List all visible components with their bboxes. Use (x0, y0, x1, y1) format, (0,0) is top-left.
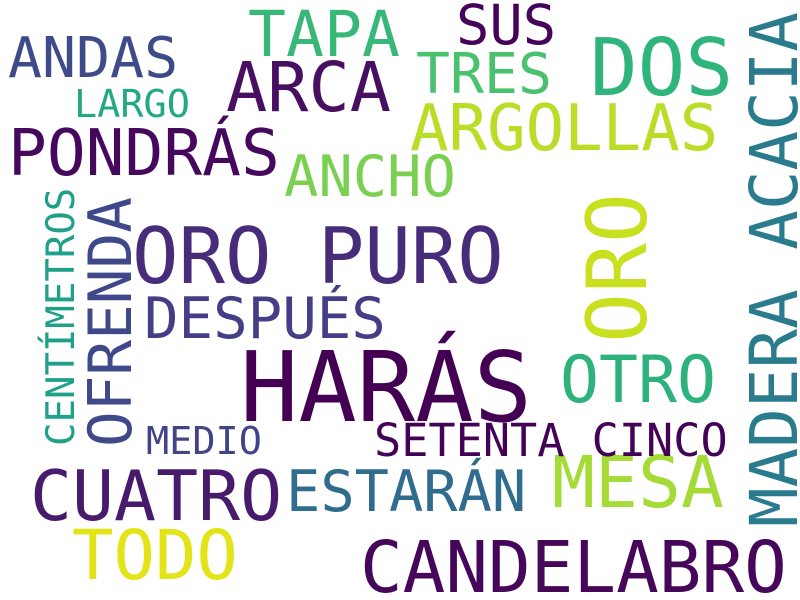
word-argollas: ARGOLLAS (410, 91, 719, 166)
word-medio: MEDIO (146, 419, 262, 464)
word-estaran: ESTARÁN (286, 459, 527, 526)
word-oro-puro: ORO PURO (132, 211, 504, 302)
word-mesa: MESA (552, 440, 724, 524)
word-ancho: ANCHO (284, 144, 456, 211)
word-setenta-cinco: SETENTA CINCO (374, 413, 728, 467)
word-sus: SUS (456, 0, 557, 59)
word-tres: TRES (416, 41, 553, 107)
word-candelabro: CANDELABRO (360, 526, 787, 600)
word-tapa: TAPA (248, 0, 400, 72)
word-andas: ANDAS (8, 25, 179, 91)
word-oro: ORO (569, 192, 667, 343)
word-madera-acacia: MADERA ACACIA (736, 12, 800, 527)
word-arca: ARCA (226, 48, 391, 129)
word-cuatro: CUATRO (30, 455, 283, 537)
word-dos: DOS (590, 20, 734, 114)
word-ofrenda: OFRENDA (75, 197, 145, 447)
word-otro: OTRO (560, 343, 717, 419)
word-centimetros: CENTÍMETROS (39, 187, 85, 446)
word-haras: HARÁS (240, 330, 532, 444)
word-largo: LARGO (74, 82, 190, 127)
word-despues: DESPUÉS (144, 285, 386, 353)
word-todo: TODO (72, 516, 238, 597)
word-pondras: PONDRÁS (8, 116, 280, 192)
